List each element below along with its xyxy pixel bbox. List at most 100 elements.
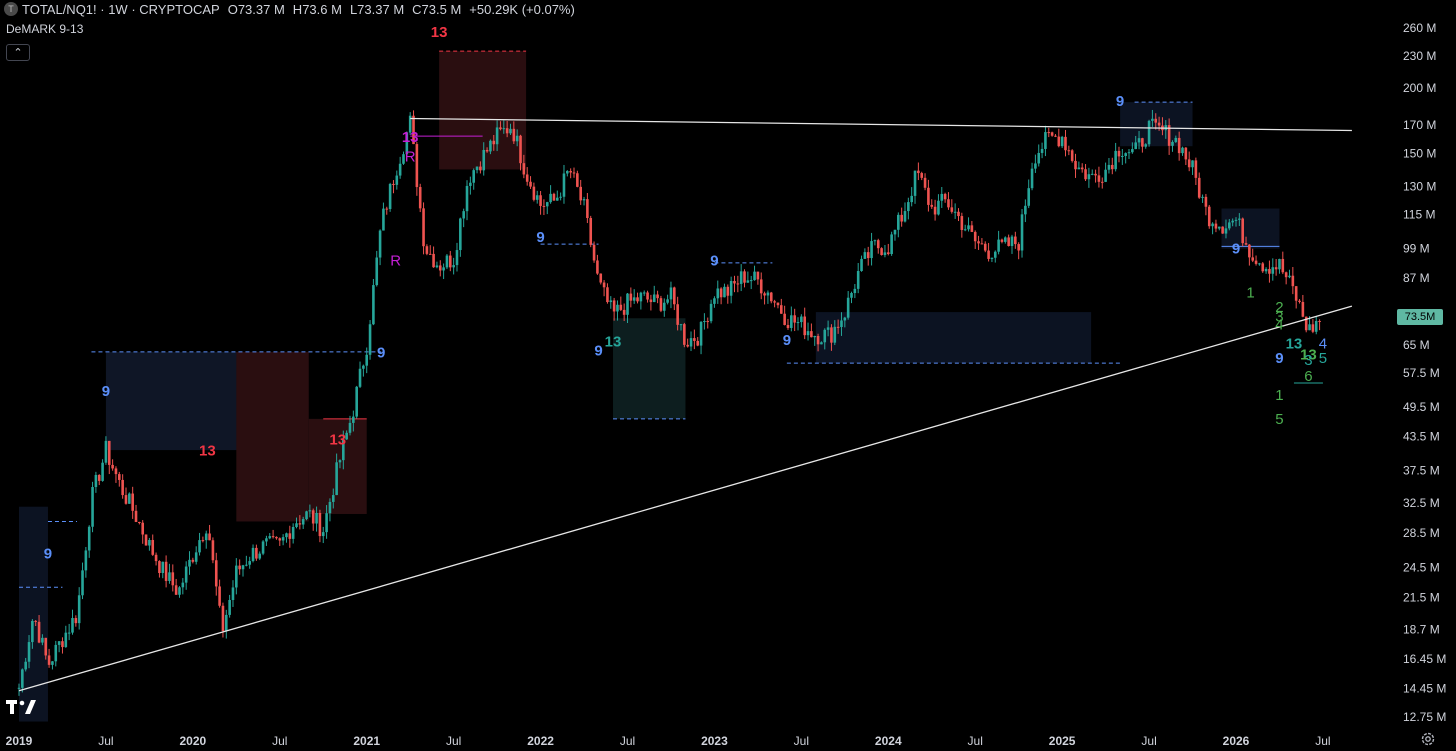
x-tick-label: 2020 [180, 734, 207, 748]
y-tick-label: 130 M [1403, 179, 1436, 193]
trendline[interactable] [18, 305, 1353, 692]
candle-body [930, 204, 934, 207]
candle-body [355, 386, 358, 417]
candle-body [1104, 169, 1107, 182]
candle-body [860, 258, 863, 272]
y-tick-label: 18.7 M [1403, 622, 1440, 636]
candle-body [1067, 150, 1071, 152]
candle-body [64, 632, 68, 648]
candle-body [385, 208, 389, 210]
candle-body [479, 166, 482, 171]
candle-body [545, 202, 549, 207]
candle-body [790, 315, 793, 328]
candle-body [853, 288, 857, 294]
candle-body [34, 620, 38, 622]
candle-body [41, 637, 44, 643]
tradingview-logo[interactable] [6, 697, 40, 717]
candle-body [897, 214, 900, 230]
candle-body [455, 250, 459, 266]
demark-label: 13 [199, 443, 216, 460]
candle-body [933, 206, 937, 215]
candle-body [1241, 218, 1244, 244]
candle-body [21, 669, 24, 688]
y-tick-label: 43.5 M [1403, 430, 1440, 444]
candle-body [1224, 228, 1228, 234]
candle-body [301, 519, 305, 525]
indicator-name[interactable]: DeMARK 9-13 [6, 22, 84, 36]
candle-body [144, 534, 148, 546]
symbol-icon[interactable]: T [4, 2, 18, 16]
candle-body [1040, 148, 1044, 153]
candle-body [519, 135, 522, 164]
candle-body [612, 300, 616, 312]
ohlc-open: O73.37 M [227, 1, 285, 17]
x-tick-label: 2022 [527, 734, 554, 748]
zone [439, 51, 527, 170]
candle-body [716, 288, 720, 299]
candle-body [549, 193, 552, 203]
candle-body [1228, 222, 1231, 229]
candle-body [846, 297, 850, 318]
candle-body [338, 460, 342, 463]
candle-body [947, 199, 950, 208]
candle-body [418, 187, 422, 209]
candle-body [753, 271, 756, 281]
candle-body [47, 655, 51, 665]
candle-body [228, 599, 231, 615]
chevron-up-icon[interactable]: ⌃ [6, 44, 30, 61]
candle-body [652, 294, 656, 303]
candle-body [863, 252, 867, 259]
candle-body [1114, 150, 1117, 170]
candle-body [816, 335, 820, 345]
candle-body [432, 253, 435, 268]
candle-body [977, 241, 980, 244]
candle-body [649, 299, 653, 303]
candle-body [241, 565, 245, 570]
candle-body [646, 292, 649, 300]
candle-body [726, 286, 730, 296]
candle-body [699, 321, 703, 346]
demark-label: 9 [102, 383, 110, 400]
candle-body [1254, 260, 1258, 264]
candle-body [271, 536, 275, 538]
candle-body [1298, 300, 1301, 302]
candle-body [713, 298, 716, 304]
candle-body [927, 187, 930, 205]
candle-body [689, 338, 693, 347]
candle-body [1030, 168, 1034, 189]
zone [815, 312, 1092, 364]
ohlc-low: L73.37 M [349, 1, 405, 17]
candle-body [532, 186, 536, 200]
candle-body [138, 521, 141, 523]
trendline[interactable] [410, 117, 1352, 132]
demark-label: 9 [783, 332, 791, 349]
candle-body [803, 316, 807, 336]
candle-body [636, 297, 639, 302]
candle-body [448, 255, 452, 268]
candle-body [1027, 188, 1031, 206]
candle-body [900, 214, 903, 222]
candle-body [181, 582, 185, 588]
gear-icon[interactable] [1420, 731, 1436, 747]
candle-body [1191, 160, 1194, 168]
x-tick-label: Jul [1315, 734, 1330, 748]
candle-body [27, 642, 31, 662]
candle-body [890, 234, 893, 255]
zone [613, 318, 686, 419]
candle-body [398, 163, 402, 176]
candle-body [408, 115, 412, 133]
candle-body [1124, 153, 1127, 156]
candle-body [251, 547, 255, 562]
candle-body [489, 140, 492, 152]
candle-body [940, 193, 944, 201]
candle-body [255, 547, 258, 559]
x-tick-label: 2023 [701, 734, 728, 748]
candle-body [963, 229, 967, 231]
candle-body [1251, 257, 1255, 261]
candle-body [378, 230, 382, 258]
symbol-title[interactable]: TOTAL/NQ1! · 1W · CRYPTOCAP [22, 1, 220, 17]
candle-body [214, 560, 218, 587]
candle-body [1110, 164, 1114, 170]
candle-body [1054, 135, 1057, 137]
